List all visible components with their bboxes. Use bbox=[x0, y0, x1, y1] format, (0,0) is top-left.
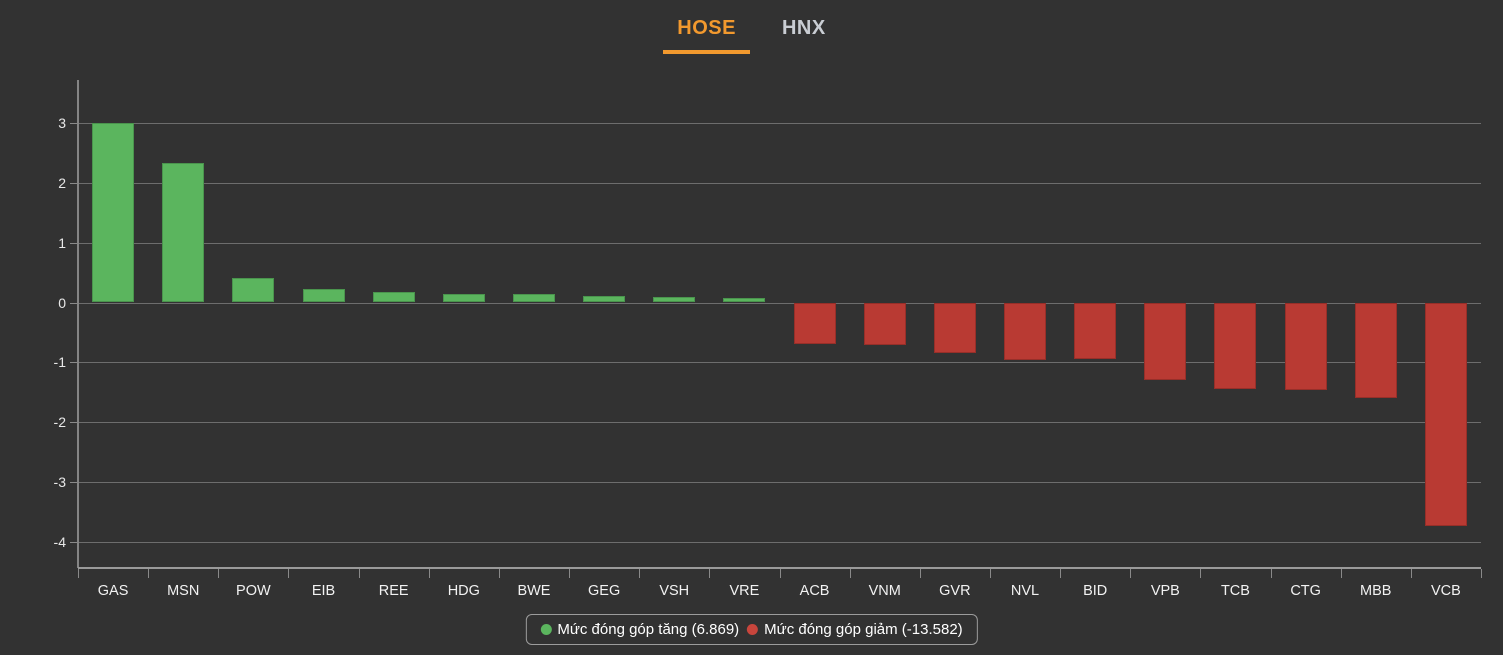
x-axis-label-tcb: TCB bbox=[1220, 583, 1250, 599]
legend-item-increase[interactable]: Mức đóng góp tăng (6.869) bbox=[540, 621, 739, 638]
x-tick bbox=[288, 569, 290, 578]
x-tick bbox=[1130, 569, 1132, 578]
legend-item-decrease[interactable]: Mức đóng góp giảm (-13.582) bbox=[747, 621, 963, 638]
x-axis-label-ree: REE bbox=[378, 583, 409, 599]
y-tick bbox=[70, 482, 78, 484]
y-axis-label: -2 bbox=[53, 414, 66, 431]
gridline bbox=[78, 242, 1481, 244]
x-tick bbox=[569, 569, 571, 578]
legend: Mức đóng góp tăng (6.869) Mức đóng góp gi… bbox=[525, 614, 978, 645]
bar-mbb[interactable] bbox=[1354, 303, 1397, 398]
tab-hose[interactable]: HOSE bbox=[663, 15, 750, 54]
bar-gvr[interactable] bbox=[933, 303, 976, 354]
x-axis-label-vsh: VSH bbox=[659, 583, 690, 599]
bar-msn[interactable] bbox=[162, 163, 205, 303]
x-axis-label-eib: EIB bbox=[311, 583, 336, 599]
y-tick bbox=[70, 422, 78, 424]
x-tick bbox=[358, 569, 360, 578]
x-axis-label-bwe: BWE bbox=[517, 583, 551, 599]
x-axis-line bbox=[78, 567, 1481, 569]
y-axis-label: 0 bbox=[58, 294, 66, 311]
x-tick bbox=[1410, 569, 1412, 578]
y-axis-label: 3 bbox=[58, 114, 66, 131]
y-axis-label: -1 bbox=[53, 354, 66, 371]
x-axis-label-mbb: MBB bbox=[1360, 583, 1392, 599]
bar-bid[interactable] bbox=[1074, 303, 1117, 359]
y-axis-label: 2 bbox=[58, 174, 66, 191]
x-axis-label-nvl: NVL bbox=[1010, 583, 1040, 599]
x-axis-label-gas: GAS bbox=[97, 583, 129, 599]
x-tick bbox=[148, 569, 150, 578]
x-tick bbox=[919, 569, 921, 578]
x-tick bbox=[78, 569, 79, 578]
y-axis-label: -3 bbox=[53, 474, 66, 491]
x-tick bbox=[989, 569, 991, 578]
x-tick bbox=[779, 569, 781, 578]
x-axis-label-bid: BID bbox=[1083, 583, 1108, 599]
x-axis-label-geg: GEG bbox=[588, 583, 621, 599]
x-axis-label-vcb: VCB bbox=[1431, 583, 1461, 599]
bar-geg[interactable] bbox=[583, 295, 626, 303]
bar-ree[interactable] bbox=[372, 291, 415, 303]
bar-vpb[interactable] bbox=[1144, 303, 1187, 381]
x-tick bbox=[1060, 569, 1062, 578]
bar-acb[interactable] bbox=[793, 303, 836, 345]
bar-eib[interactable] bbox=[302, 288, 345, 303]
y-tick bbox=[70, 541, 78, 543]
x-axis-label-pow: POW bbox=[236, 583, 271, 599]
x-tick bbox=[1200, 569, 1202, 578]
y-axis-label: -4 bbox=[53, 533, 66, 550]
x-axis-label-msn: MSN bbox=[167, 583, 200, 599]
legend-label: Mức đóng góp giảm (-13.582) bbox=[764, 621, 963, 638]
bar-vre[interactable] bbox=[723, 297, 766, 303]
x-tick bbox=[709, 569, 711, 578]
x-tick bbox=[849, 569, 851, 578]
bar-hdg[interactable] bbox=[442, 293, 485, 303]
legend-dot-icon bbox=[540, 624, 552, 635]
bar-ctg[interactable] bbox=[1284, 303, 1327, 391]
gridline bbox=[78, 541, 1481, 543]
gridline bbox=[78, 362, 1481, 364]
x-tick bbox=[1481, 569, 1482, 578]
legend-label: Mức đóng góp tăng (6.869) bbox=[557, 621, 740, 638]
bar-vcb[interactable] bbox=[1424, 303, 1467, 526]
x-tick bbox=[1270, 569, 1272, 578]
bar-gas[interactable] bbox=[92, 122, 135, 303]
y-tick bbox=[70, 302, 78, 304]
x-axis-label-vpb: VPB bbox=[1150, 583, 1180, 599]
bar-vnm[interactable] bbox=[863, 303, 906, 345]
gridline bbox=[78, 482, 1481, 484]
gridline bbox=[78, 422, 1481, 424]
gridline bbox=[78, 122, 1481, 124]
bar-vsh[interactable] bbox=[653, 296, 696, 303]
y-tick bbox=[70, 182, 78, 184]
y-axis-line bbox=[77, 80, 79, 568]
x-axis-label-acb: ACB bbox=[799, 583, 830, 599]
x-tick bbox=[498, 569, 500, 578]
y-axis-label: 1 bbox=[58, 234, 66, 251]
y-tick bbox=[70, 362, 78, 364]
bar-tcb[interactable] bbox=[1214, 303, 1257, 389]
x-tick bbox=[639, 569, 641, 578]
tab-hnx[interactable]: HNX bbox=[781, 17, 826, 39]
bar-pow[interactable] bbox=[232, 277, 275, 303]
gridline bbox=[78, 302, 1481, 304]
x-axis-label-hdg: HDG bbox=[447, 583, 480, 599]
exchange-tabs: HOSE HNX bbox=[0, 0, 1503, 54]
legend-dot-icon bbox=[747, 624, 759, 635]
x-axis-label-vre: VRE bbox=[729, 583, 760, 599]
x-axis-label-ctg: CTG bbox=[1290, 583, 1321, 599]
x-axis-label-vnm: VNM bbox=[868, 583, 901, 599]
y-tick bbox=[70, 242, 78, 244]
y-tick bbox=[70, 122, 78, 124]
gridline bbox=[78, 182, 1481, 184]
x-tick bbox=[1340, 569, 1342, 578]
x-tick bbox=[428, 569, 430, 578]
x-axis-label-gvr: GVR bbox=[939, 583, 971, 599]
bar-bwe[interactable] bbox=[512, 294, 555, 303]
x-tick bbox=[218, 569, 220, 578]
bar-nvl[interactable] bbox=[1004, 303, 1047, 360]
